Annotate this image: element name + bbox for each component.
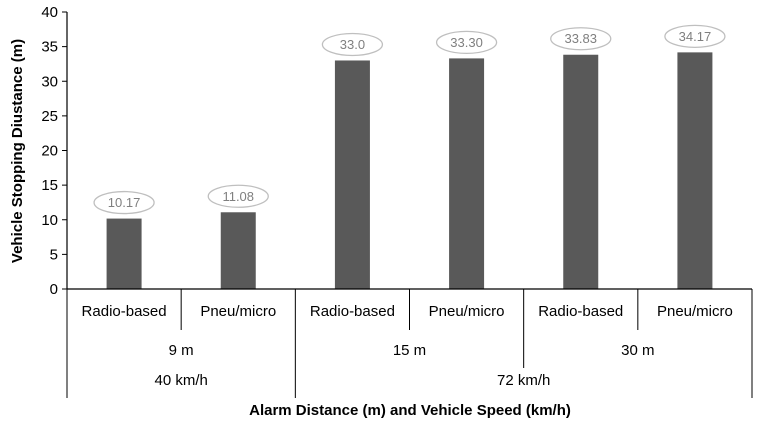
bar <box>106 218 142 289</box>
alarm-distance-label: 30 m <box>621 342 654 359</box>
data-label-bubble <box>321 32 384 57</box>
data-label-bubble <box>207 184 269 208</box>
y-tick-label: 20 <box>41 143 58 160</box>
bar <box>449 58 485 290</box>
bar <box>563 54 599 289</box>
y-tick-label: 30 <box>41 73 58 90</box>
category-label: Radio-based <box>310 303 395 320</box>
speed-label: 72 km/h <box>497 372 550 389</box>
bar <box>334 60 370 289</box>
category-label: Pneu/micro <box>657 303 733 320</box>
data-label: 33.0 <box>340 37 365 52</box>
bars <box>106 52 713 290</box>
data-label: 11.08 <box>222 189 254 204</box>
category-label: Radio-based <box>82 303 167 320</box>
category-label: Radio-based <box>538 303 623 320</box>
y-tick-label: 5 <box>50 246 58 263</box>
axes <box>66 12 752 290</box>
x-axis-title: Alarm Distance (m) and Vehicle Speed (km… <box>249 402 571 419</box>
y-axis-title: Vehicle Stopping Diustance (m) <box>9 39 26 263</box>
y-tick-label: 15 <box>41 177 58 194</box>
data-label: 34.17 <box>679 29 712 44</box>
y-tick-label: 10 <box>41 212 58 229</box>
category-labels: Radio-based Pneu/micro Radio-based Pneu/mic… <box>66 289 753 330</box>
data-labels: 10.17 11.08 33.0 33.30 33.83 34.17 <box>93 24 726 215</box>
data-label-bubble <box>435 30 498 55</box>
data-label: 10.17 <box>108 195 141 210</box>
speed-group-labels: 40 km/h 72 km/h <box>66 368 753 398</box>
data-label: 33.83 <box>564 31 597 46</box>
bar <box>220 212 256 289</box>
alarm-distance-label: 9 m <box>169 342 194 359</box>
data-label-bubble <box>664 24 726 49</box>
data-label: 33.30 <box>450 35 483 50</box>
data-label-bubble <box>93 190 155 215</box>
speed-label: 40 km/h <box>154 372 207 389</box>
alarm-distance-label: 15 m <box>393 342 426 359</box>
y-tick-label: 0 <box>50 281 58 298</box>
y-tick-label: 25 <box>41 108 58 125</box>
category-label: Pneu/micro <box>429 303 505 320</box>
y-tick-label: 40 <box>41 4 58 21</box>
y-axis-ticks: 0 5 10 15 20 25 30 35 40 <box>41 4 67 298</box>
alarm-distance-group-labels: 9 m 15 m 30 m <box>66 330 753 368</box>
category-label: Pneu/micro <box>200 303 276 320</box>
y-tick-label: 35 <box>41 39 58 56</box>
bar <box>677 52 713 290</box>
data-label-bubble <box>550 27 612 51</box>
